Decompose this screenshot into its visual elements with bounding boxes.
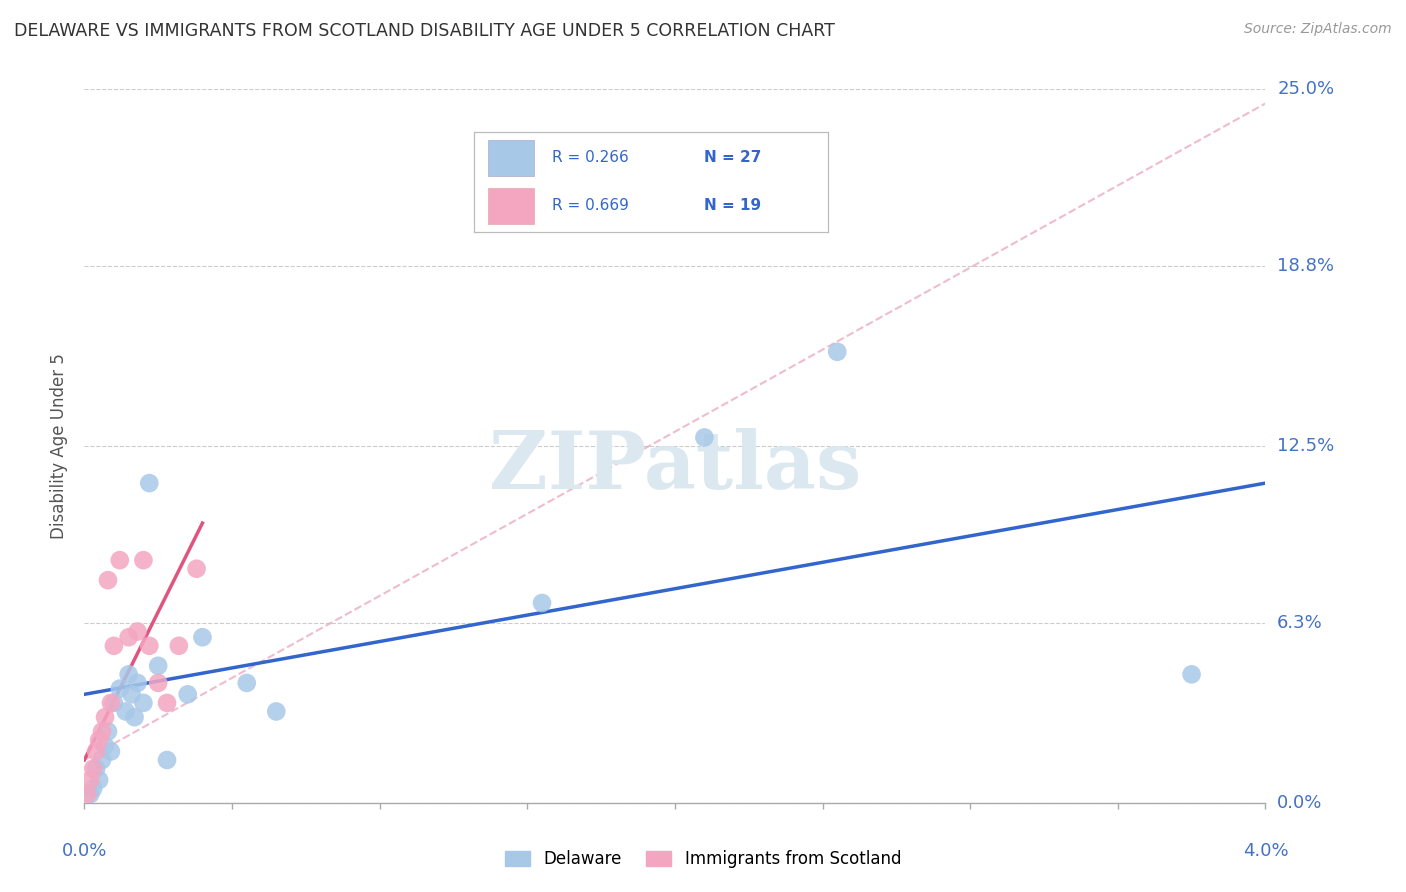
Point bbox=[235, 676, 259, 690]
Point bbox=[186, 562, 208, 576]
Point bbox=[118, 630, 141, 644]
Point bbox=[91, 753, 114, 767]
Point bbox=[114, 705, 136, 719]
Point bbox=[148, 658, 170, 673]
Point bbox=[91, 724, 114, 739]
Text: Source: ZipAtlas.com: Source: ZipAtlas.com bbox=[1244, 22, 1392, 37]
Point bbox=[103, 639, 125, 653]
Text: 6.3%: 6.3% bbox=[1277, 614, 1323, 632]
Point bbox=[138, 639, 160, 653]
Legend: Delaware, Immigrants from Scotland: Delaware, Immigrants from Scotland bbox=[498, 844, 908, 875]
Point bbox=[121, 687, 143, 701]
Text: R = 0.669: R = 0.669 bbox=[553, 198, 628, 213]
Point bbox=[79, 787, 101, 801]
Point bbox=[82, 762, 104, 776]
Point bbox=[108, 681, 131, 696]
Point bbox=[1180, 667, 1202, 681]
Point bbox=[82, 781, 104, 796]
Point bbox=[84, 762, 107, 776]
Point bbox=[191, 630, 214, 644]
Point bbox=[127, 624, 149, 639]
Point bbox=[103, 696, 125, 710]
Point bbox=[97, 724, 120, 739]
Point bbox=[264, 705, 288, 719]
Point bbox=[94, 739, 117, 753]
Point bbox=[97, 573, 120, 587]
Point bbox=[531, 596, 554, 610]
Text: 18.8%: 18.8% bbox=[1277, 257, 1334, 275]
FancyBboxPatch shape bbox=[488, 140, 534, 176]
Point bbox=[132, 553, 155, 567]
Point bbox=[100, 744, 122, 758]
Text: N = 27: N = 27 bbox=[704, 151, 762, 166]
Point bbox=[132, 696, 155, 710]
Text: DELAWARE VS IMMIGRANTS FROM SCOTLAND DISABILITY AGE UNDER 5 CORRELATION CHART: DELAWARE VS IMMIGRANTS FROM SCOTLAND DIS… bbox=[14, 22, 835, 40]
Text: 25.0%: 25.0% bbox=[1277, 80, 1334, 98]
Point bbox=[124, 710, 146, 724]
Point bbox=[100, 696, 122, 710]
Point bbox=[79, 772, 101, 787]
Point bbox=[693, 430, 716, 444]
Text: R = 0.266: R = 0.266 bbox=[553, 151, 628, 166]
Point bbox=[94, 710, 117, 724]
Point bbox=[156, 696, 179, 710]
Point bbox=[167, 639, 190, 653]
Point bbox=[76, 787, 98, 801]
Text: 12.5%: 12.5% bbox=[1277, 437, 1334, 455]
Text: 0.0%: 0.0% bbox=[62, 842, 107, 860]
Point bbox=[825, 344, 848, 359]
Point bbox=[127, 676, 149, 690]
FancyBboxPatch shape bbox=[488, 188, 534, 224]
Point bbox=[118, 667, 141, 681]
Point bbox=[148, 676, 170, 690]
Point bbox=[87, 772, 111, 787]
Y-axis label: Disability Age Under 5: Disability Age Under 5 bbox=[51, 353, 69, 539]
Point bbox=[87, 733, 111, 747]
Text: ZIPatlas: ZIPatlas bbox=[489, 428, 860, 507]
Point bbox=[156, 753, 179, 767]
Point bbox=[138, 476, 160, 491]
Text: 4.0%: 4.0% bbox=[1243, 842, 1288, 860]
Text: 0.0%: 0.0% bbox=[1277, 794, 1323, 812]
Point bbox=[84, 744, 107, 758]
Text: N = 19: N = 19 bbox=[704, 198, 762, 213]
Point bbox=[177, 687, 200, 701]
Point bbox=[108, 553, 131, 567]
